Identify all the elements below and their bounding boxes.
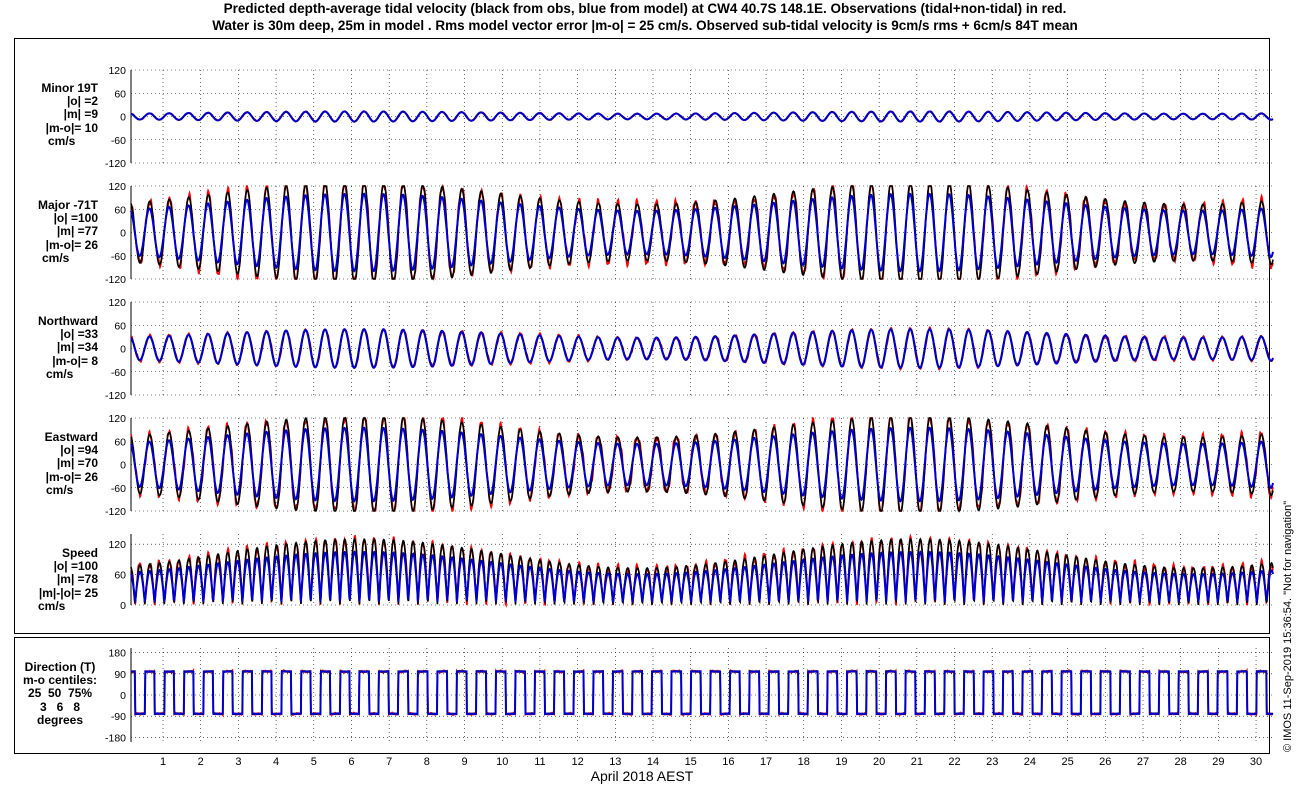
x-tick-3: 3 — [235, 756, 241, 768]
northward-model-line — [130, 328, 1274, 370]
x-tick-22: 22 — [948, 756, 960, 768]
eastward-predicted-line — [130, 416, 1274, 513]
speed-model-line — [130, 550, 1274, 605]
x-tick-18: 18 — [798, 756, 810, 768]
x-axis-label: April 2018 AEST — [590, 768, 694, 784]
northward-ytick-0: 0 — [120, 344, 126, 356]
x-tick-27: 27 — [1137, 756, 1149, 768]
x-tick-26: 26 — [1099, 756, 1111, 768]
x-tick-25: 25 — [1061, 756, 1073, 768]
title-line-1: Predicted depth-average tidal velocity (… — [223, 1, 1067, 16]
eastward-ytick--60: -60 — [111, 483, 126, 495]
x-tick-28: 28 — [1175, 756, 1187, 768]
minor-19t-ytick--60: -60 — [111, 135, 126, 147]
panel-label-speed: Speed |o| =100 |m| =78 |m|-|o|= 25 cm/s — [38, 546, 98, 613]
x-tick-13: 13 — [609, 756, 621, 768]
minor-19t-ytick--120: -120 — [105, 158, 126, 170]
x-tick-14: 14 — [647, 756, 659, 768]
major-71t-observed-line — [130, 183, 1274, 281]
direction-plot-frame — [14, 637, 1270, 754]
credit-text: © IMOS 11-Sep-2019 15:36:54. "Not for na… — [1282, 500, 1294, 752]
eastward-ytick--120: -120 — [105, 506, 126, 518]
speed-ytick-0: 0 — [120, 600, 126, 612]
x-tick-4: 4 — [273, 756, 279, 768]
eastward-ytick-0: 0 — [120, 460, 126, 472]
x-tick-12: 12 — [571, 756, 583, 768]
direction-t--ytick-90: 90 — [114, 669, 126, 681]
x-tick-29: 29 — [1212, 756, 1224, 768]
direction-t--ytick--180: -180 — [105, 732, 126, 744]
minor-19t-model-line — [130, 110, 1274, 123]
main-plot-frame — [14, 38, 1270, 634]
x-tick-16: 16 — [722, 756, 734, 768]
major-71t-ytick--120: -120 — [105, 274, 126, 286]
x-tick-30: 30 — [1250, 756, 1262, 768]
direction-t--observed-line — [130, 667, 1274, 718]
major-71t-ytick-60: 60 — [114, 204, 126, 216]
panel-label-direction: Direction (T) m-o centiles: 25 50 75% 3 6 8… — [22, 660, 97, 727]
minor-19t-ytick-120: 120 — [108, 65, 126, 77]
panel-label-northward: Northward |o| =33 |m| =34 |m-o|= 8 cm/s — [38, 314, 98, 381]
x-tick-17: 17 — [760, 756, 772, 768]
speed-ytick-120: 120 — [108, 539, 126, 551]
panel-label-major: Major -71T |o| =100 |m| =77 |m-o|= 26 cm/s — [37, 198, 98, 265]
x-tick-9: 9 — [461, 756, 467, 768]
title-line-2: Water is 30m deep, 25m in model . Rms mo… — [212, 18, 1078, 33]
x-tick-11: 11 — [534, 756, 545, 768]
major-71t-predicted-line — [130, 185, 1274, 280]
eastward-ytick-60: 60 — [114, 436, 126, 448]
direction-t--ytick-180: 180 — [108, 648, 126, 660]
eastward-ytick-120: 120 — [108, 413, 126, 425]
northward-ytick-60: 60 — [114, 320, 126, 332]
eastward-observed-line — [130, 416, 1274, 514]
northward-ytick--120: -120 — [105, 390, 126, 402]
speed-ytick-60: 60 — [114, 570, 126, 582]
direction-t--ytick-0: 0 — [120, 690, 126, 702]
x-tick-24: 24 — [1024, 756, 1036, 768]
panel-label-eastward: Eastward |o| =94 |m| =70 |m-o|= 26 cm/s — [44, 430, 98, 497]
northward-ytick--60: -60 — [111, 367, 126, 379]
minor-19t-ytick-0: 0 — [120, 112, 126, 124]
x-tick-10: 10 — [496, 756, 508, 768]
major-71t-ytick--60: -60 — [111, 251, 126, 263]
chart-title: Predicted depth-average tidal velocity (… — [0, 0, 1290, 34]
x-tick-19: 19 — [835, 756, 847, 768]
x-tick-7: 7 — [386, 756, 392, 768]
eastward-model-line — [130, 426, 1274, 503]
x-tick-5: 5 — [311, 756, 317, 768]
major-71t-ytick-0: 0 — [120, 228, 126, 240]
direction-t--predicted-line — [130, 669, 1274, 716]
direction-t--ytick--90: -90 — [111, 711, 126, 723]
major-71t-model-line — [130, 192, 1274, 273]
x-tick-6: 6 — [348, 756, 354, 768]
x-tick-2: 2 — [198, 756, 204, 768]
x-tick-21: 21 — [911, 756, 923, 768]
major-71t-ytick-120: 120 — [108, 181, 126, 193]
x-tick-8: 8 — [424, 756, 430, 768]
x-tick-1: 1 — [160, 756, 166, 768]
northward-observed-line — [130, 325, 1274, 372]
direction-t--model-line — [130, 669, 1274, 717]
northward-ytick-120: 120 — [108, 297, 126, 309]
panel-label-minor: Minor 19T |o| =2 |m| =9 |m-o|= 10 cm/s — [41, 81, 98, 148]
minor-19t-ytick-60: 60 — [114, 88, 126, 100]
x-tick-20: 20 — [873, 756, 885, 768]
x-tick-15: 15 — [685, 756, 697, 768]
x-tick-23: 23 — [986, 756, 998, 768]
